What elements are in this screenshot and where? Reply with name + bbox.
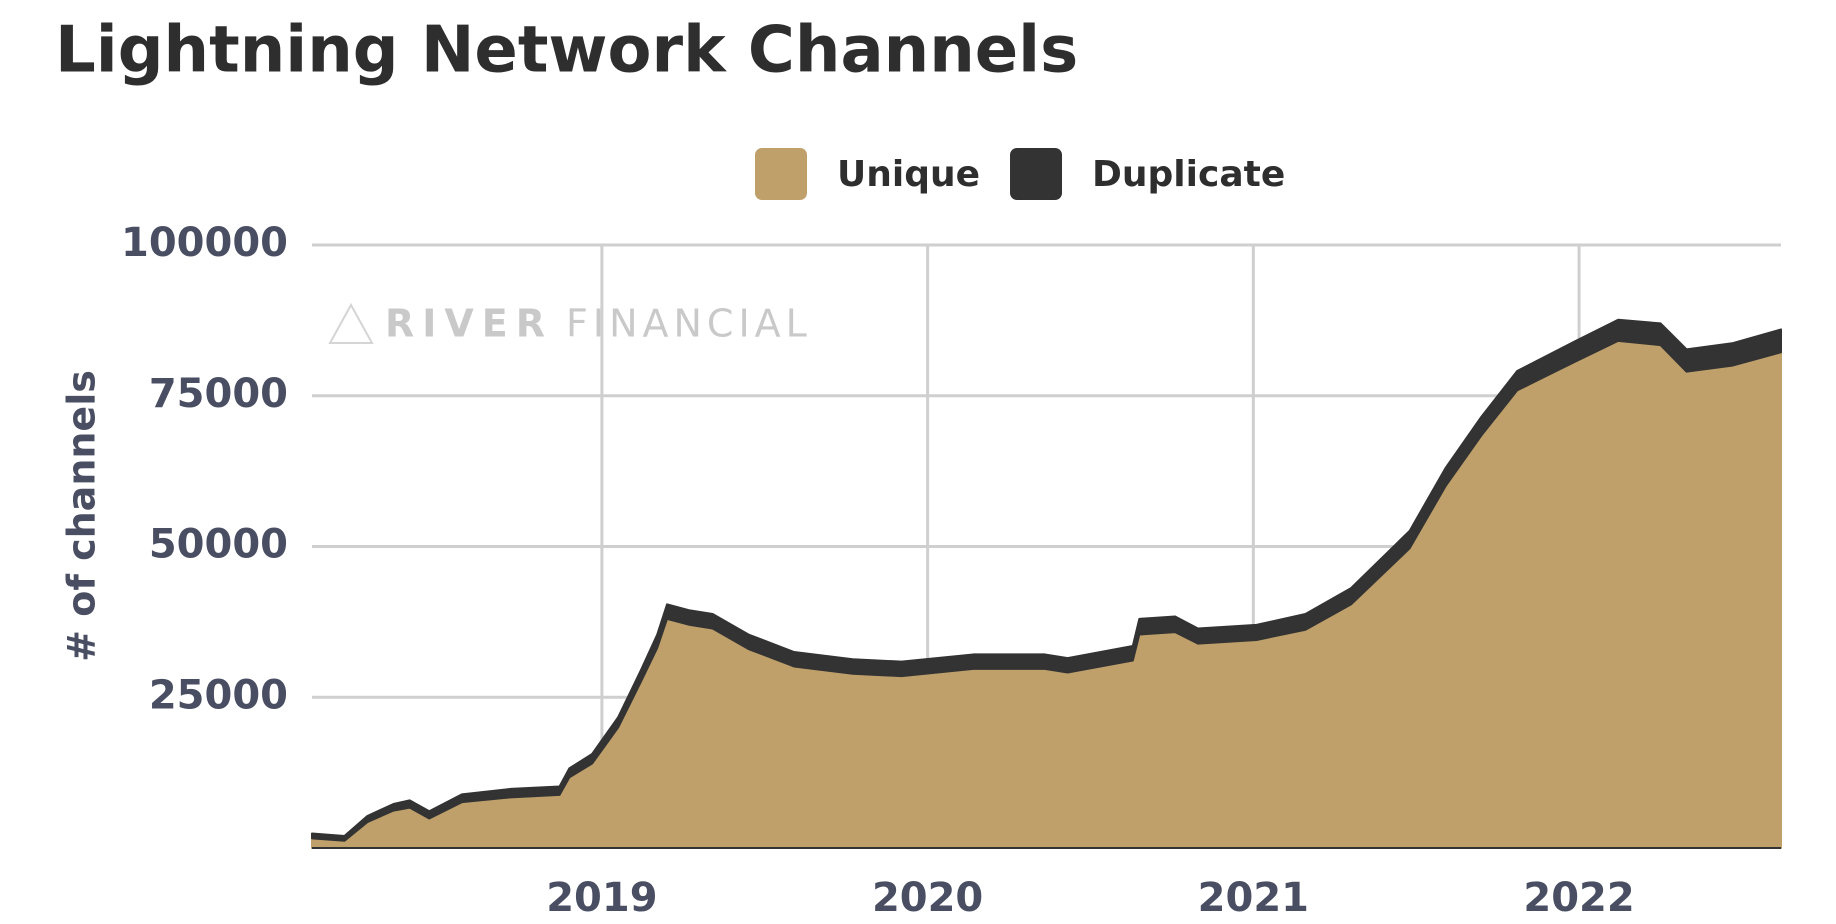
- legend-swatch: [1010, 148, 1063, 200]
- watermark: RIVER FINANCIAL: [328, 302, 812, 346]
- area: [311, 318, 1782, 842]
- y-tick-label: 25000: [149, 672, 288, 718]
- chart-title: Lightning Network Channels: [55, 14, 1078, 88]
- watermark-brand: RIVER: [385, 302, 553, 346]
- area: [311, 339, 1782, 849]
- legend-label: Duplicate: [1092, 154, 1285, 195]
- legend-swatch: [755, 148, 807, 200]
- x-tick-label: 2022: [1523, 875, 1634, 921]
- watermark-suffix: FINANCIAL: [566, 302, 812, 346]
- x-tick-label: 2021: [1198, 875, 1309, 921]
- watermark-logo: [328, 302, 374, 344]
- x-tick-label: 2019: [546, 875, 657, 921]
- y-tick-label: 100000: [121, 220, 288, 266]
- legend-label: Unique: [837, 154, 980, 195]
- y-tick-label: 75000: [149, 371, 288, 417]
- x-tick-label: 2020: [872, 875, 983, 921]
- legend: Unique Duplicate: [755, 148, 1285, 200]
- y-tick-label: 50000: [149, 522, 288, 568]
- y-axis-label: # of channels: [60, 370, 104, 662]
